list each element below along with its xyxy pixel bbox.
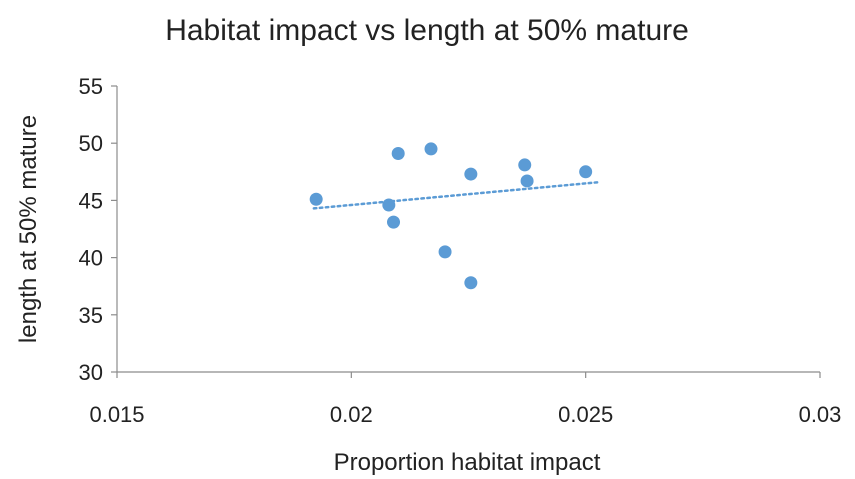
x-tick-label: 0.015 xyxy=(89,402,144,427)
x-tick-label: 0.03 xyxy=(799,402,842,427)
data-point xyxy=(518,158,532,172)
data-point xyxy=(382,198,396,212)
axes xyxy=(116,86,820,373)
y-tick-label: 50 xyxy=(79,131,103,156)
data-point xyxy=(309,192,323,206)
data-point xyxy=(579,165,593,179)
y-axis-label: length at 50% mature xyxy=(15,115,42,343)
data-point xyxy=(387,215,401,229)
y-tick-label: 55 xyxy=(79,74,103,99)
y-ticks: 30 35 40 45 50 55 xyxy=(79,74,117,385)
data-points xyxy=(309,142,593,290)
data-point xyxy=(391,146,405,160)
data-point xyxy=(424,142,438,156)
data-point xyxy=(464,167,478,181)
y-tick-label: 35 xyxy=(79,303,103,328)
y-tick-label: 45 xyxy=(79,188,103,213)
data-point xyxy=(438,245,452,259)
data-point xyxy=(464,276,478,290)
x-tick-label: 0.02 xyxy=(330,402,373,427)
data-point xyxy=(520,174,534,188)
trendline xyxy=(312,180,601,210)
chart-title: Habitat impact vs length at 50% mature xyxy=(165,14,689,47)
x-tick-label: 0.025 xyxy=(558,402,613,427)
x-ticks: 0.015 0.02 0.025 0.03 xyxy=(89,372,841,427)
x-axis-label: Proportion habitat impact xyxy=(334,449,601,476)
y-tick-label: 40 xyxy=(79,246,103,271)
y-tick-label: 30 xyxy=(79,360,103,385)
